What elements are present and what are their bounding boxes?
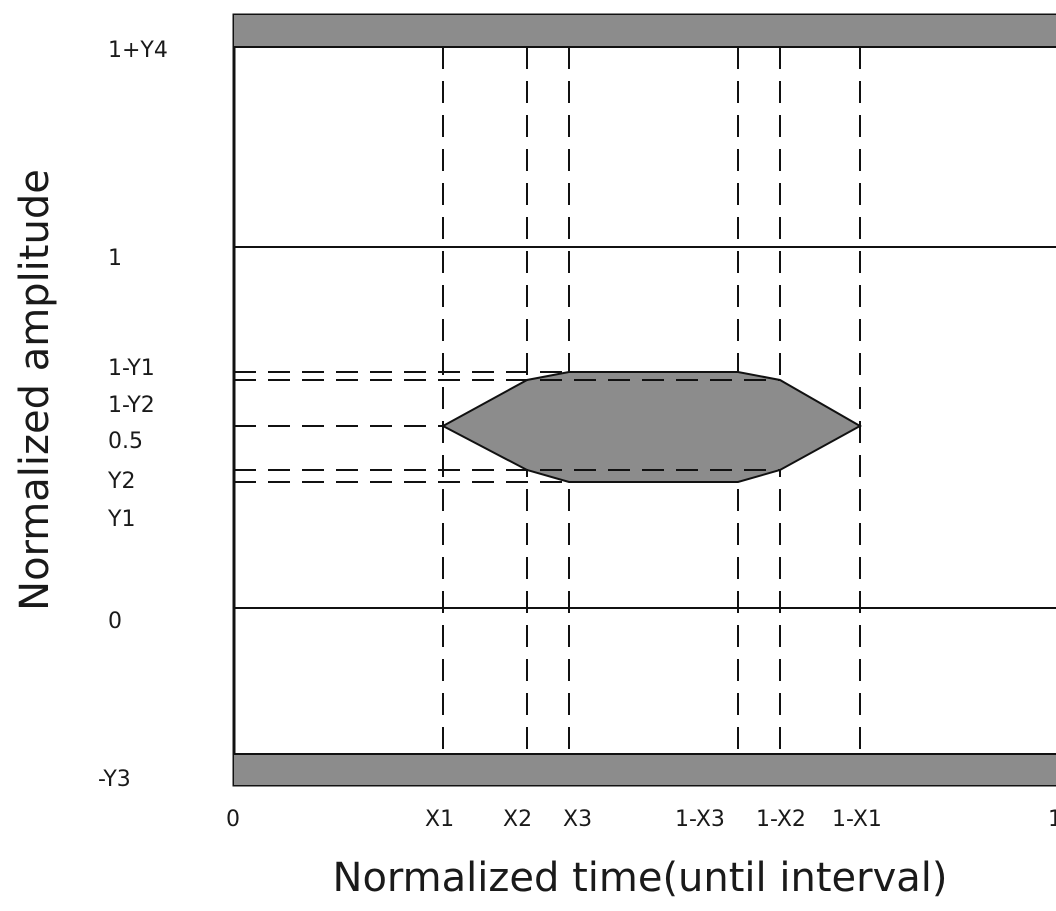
x-label-one: 1 <box>1048 807 1056 832</box>
x-label-zero: 0 <box>226 807 240 832</box>
x-label-x1: X1 <box>425 807 454 832</box>
y-axis-title: Normalized amplitude <box>12 169 58 611</box>
eye-center-mask <box>440 371 863 483</box>
y-label-one-minus-y1: 1-Y1 <box>108 356 155 381</box>
y-label-neg-y3: -Y3 <box>98 767 131 792</box>
x-label-one-minus-x3: 1-X3 <box>675 807 725 832</box>
y-label-y2: Y2 <box>107 469 135 494</box>
x-label-x3: X3 <box>563 807 592 832</box>
y-label-zero: 0 <box>108 609 122 634</box>
y-label-one-minus-y2: 1-Y2 <box>108 393 155 418</box>
x-axis-title: Normalized time(until interval) <box>333 855 948 901</box>
y-label-top: 1+Y4 <box>108 38 168 63</box>
y-label-half: 0.5 <box>108 429 143 454</box>
y-label-one: 1 <box>108 246 122 271</box>
bottom-mask-band <box>234 754 1056 785</box>
top-mask-band <box>234 15 1056 47</box>
x-label-x2: X2 <box>503 807 532 832</box>
x-label-one-minus-x2: 1-X2 <box>756 807 806 832</box>
y-label-y1: Y1 <box>107 507 135 532</box>
x-label-one-minus-x1: 1-X1 <box>832 807 882 832</box>
